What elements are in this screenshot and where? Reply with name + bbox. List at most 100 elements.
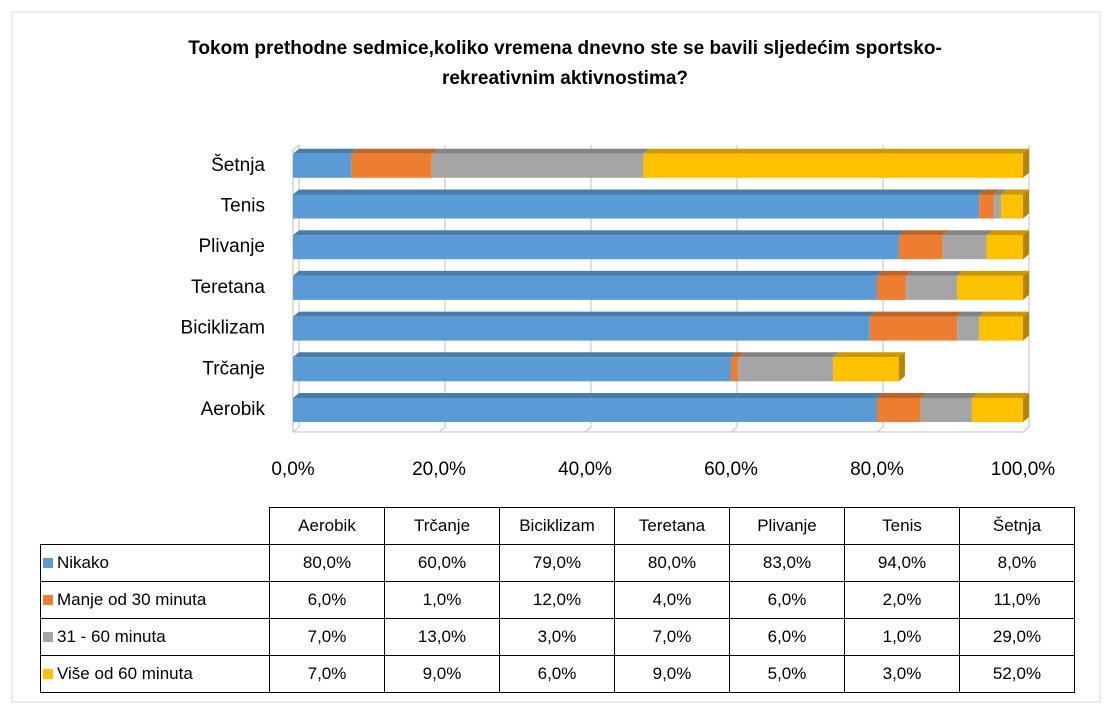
table-value: 9,0% [614, 655, 730, 693]
bar-top [942, 230, 993, 236]
grid-depth [1022, 426, 1030, 433]
legend-entry: Više od 60 minuta [40, 655, 270, 693]
bar-top [993, 189, 1008, 195]
table-value: 80,0% [614, 544, 730, 582]
bar-top [957, 311, 986, 317]
grid-depth [292, 426, 300, 433]
table-corner [40, 507, 270, 545]
x-tick-label: 80,0% [850, 459, 904, 480]
x-tick-label: 0,0% [271, 459, 314, 480]
bar-top [431, 148, 650, 154]
bar [957, 275, 1023, 300]
table-value: 8,0% [959, 544, 1075, 582]
y-tick-label: Plivanje [198, 236, 265, 257]
bar-side [1023, 311, 1029, 341]
column-header: Biciklizam [499, 507, 615, 545]
legend-swatch [43, 558, 53, 568]
x-tick-label: 60,0% [704, 459, 758, 480]
bar-top [957, 270, 1029, 276]
bar [1001, 194, 1023, 219]
bar [738, 357, 834, 382]
table-value: 52,0% [959, 655, 1075, 693]
bar [942, 235, 987, 260]
x-tick-label: 20,0% [412, 459, 466, 480]
legend-swatch [43, 632, 53, 642]
bar [869, 316, 958, 341]
frame [11, 11, 1101, 703]
legend-swatch [43, 669, 53, 679]
bar [898, 235, 943, 260]
column-header: Šetnja [959, 507, 1075, 545]
table-row: Manje od 30 minuta 6,0% 1,0% 12,0% 4,0% 6,0% 2… [40, 581, 1075, 619]
bar-top [906, 270, 964, 276]
table-value: 7,0% [614, 618, 730, 656]
table-value: 12,0% [499, 581, 615, 619]
chart-title: Tokom prethodne sedmice,koliko vremena d… [188, 38, 942, 89]
bar-top [898, 230, 949, 236]
grid-depth [876, 426, 884, 433]
table-row: 31 - 60 minuta 7,0% 13,0% 3,0% 7,0% 6,0% 1,0% 2… [40, 618, 1075, 656]
column-header: Trčanje [384, 507, 500, 545]
grid-depth [730, 426, 738, 433]
table-value: 7,0% [269, 618, 385, 656]
axis [292, 144, 300, 151]
table-value: 9,0% [384, 655, 500, 693]
table-value: 60,0% [384, 544, 500, 582]
bar-top [293, 189, 986, 195]
table-value: 6,0% [269, 581, 385, 619]
bar-top [877, 270, 913, 276]
bar [293, 398, 877, 422]
table-value: 7,0% [269, 655, 385, 693]
bar [877, 398, 921, 422]
bar [293, 235, 899, 260]
bar-top [643, 148, 1029, 154]
legend-label: Manje od 30 minuta [57, 590, 207, 609]
bar-top [293, 270, 883, 276]
bar-side [1023, 148, 1029, 178]
bar-top [293, 311, 876, 317]
y-tick-label: Tenis [221, 196, 265, 217]
bar [293, 357, 731, 382]
bar [731, 357, 739, 382]
column-header: Tenis [844, 507, 960, 545]
y-tick-label: Biciklizam [181, 318, 265, 339]
table-value: 11,0% [959, 581, 1075, 619]
bar-top [293, 148, 358, 154]
column-header: Aerobik [269, 507, 385, 545]
legend-entry: Manje od 30 minuta [40, 581, 270, 619]
x-tick-label: 40,0% [558, 459, 612, 480]
table-value: 6,0% [729, 581, 845, 619]
table-header: Aerobik Trčanje Biciklizam Teretana Plivanje… [40, 507, 1075, 545]
y-tick-label: Šetnja [211, 154, 265, 176]
bar [643, 153, 1023, 178]
bar-top [293, 230, 905, 236]
table-value: 83,0% [729, 544, 845, 582]
table-row: Nikako 80,0% 60,0% 79,0% 80,0% 83,0% 94,0% 8,0% [40, 544, 1075, 582]
grid-depth [584, 426, 592, 433]
column-header: Plivanje [729, 507, 845, 545]
grid-depth [438, 426, 446, 433]
bar-top [738, 352, 840, 358]
bar-side [898, 352, 905, 382]
bar-top [731, 352, 745, 358]
table-value: 4,0% [614, 581, 730, 619]
bar-side [1023, 230, 1029, 260]
bar-top [877, 393, 927, 398]
bar-top [293, 393, 883, 398]
bar-top [833, 352, 905, 358]
table-value: 6,0% [499, 655, 615, 693]
table-value: 29,0% [959, 618, 1075, 656]
table-value: 94,0% [844, 544, 960, 582]
bar [877, 275, 907, 300]
bar [906, 275, 958, 300]
bar-top [979, 189, 1000, 195]
bar-side [1023, 393, 1029, 422]
bar [957, 316, 980, 341]
table-value: 6,0% [729, 618, 845, 656]
legend-swatch [43, 595, 53, 605]
legend-entry: Nikako [40, 544, 270, 582]
bar [979, 316, 1023, 341]
table-value: 13,0% [384, 618, 500, 656]
